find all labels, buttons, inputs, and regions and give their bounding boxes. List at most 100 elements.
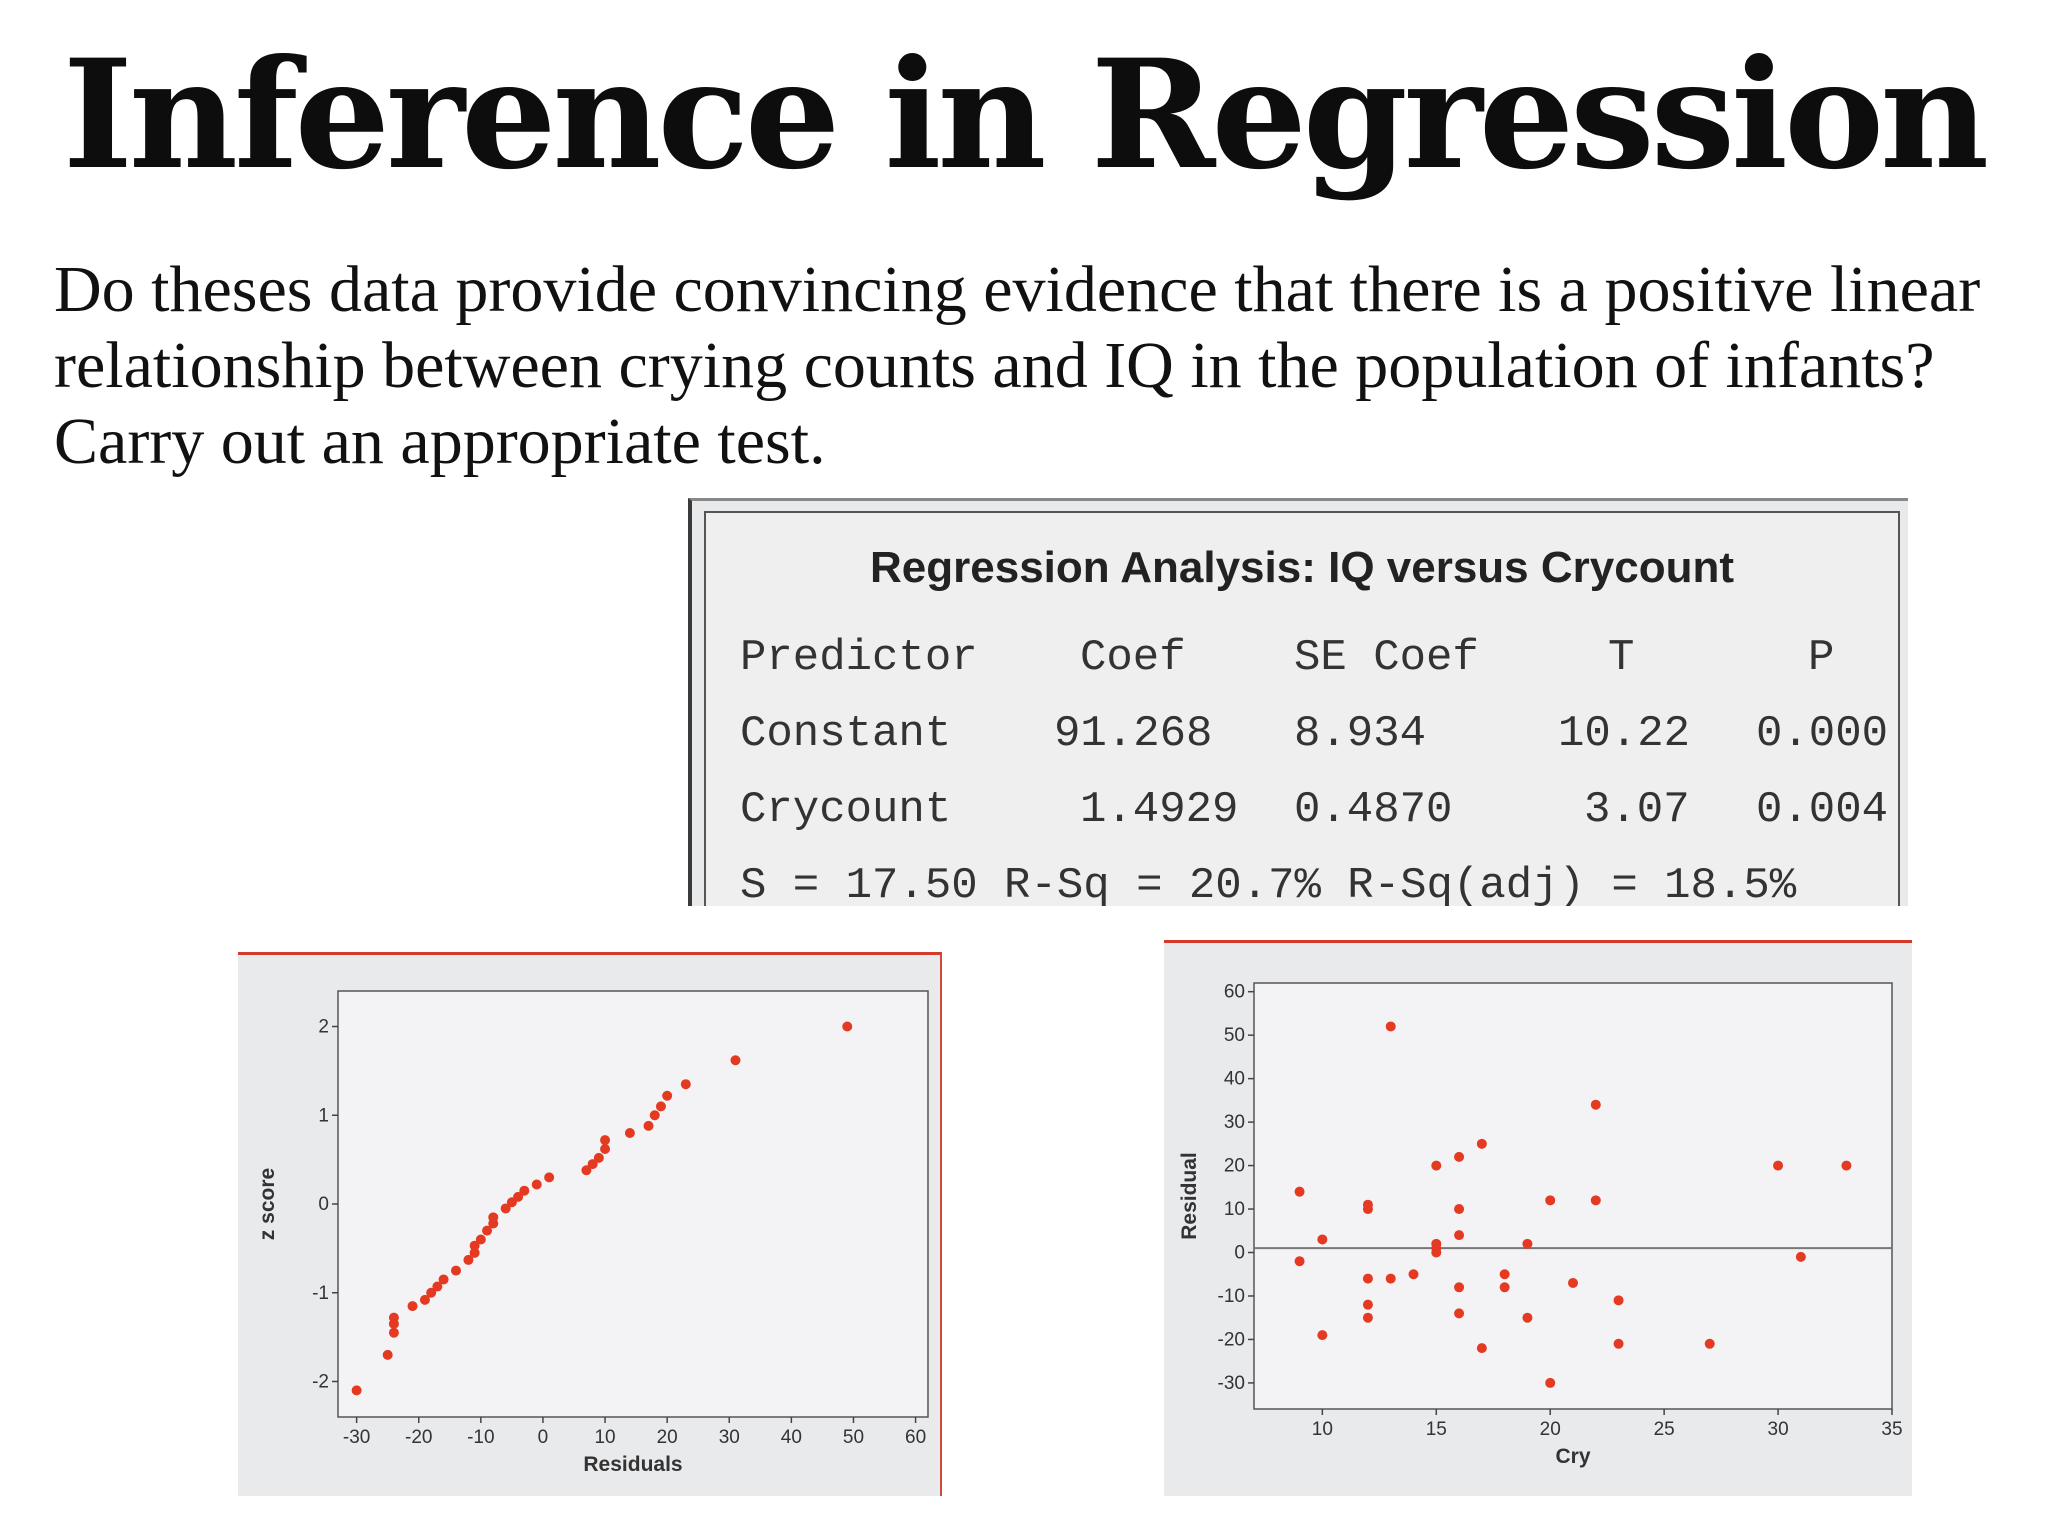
data-point [426,1287,437,1298]
x-tick-label: 0 [538,1427,549,1448]
data-point [1841,1160,1852,1171]
data-point [1317,1234,1328,1245]
y-tick-label: -30 [1218,1373,1245,1394]
data-point [1362,1273,1373,1284]
data-point [382,1349,393,1360]
x-tick-label: 30 [719,1427,740,1448]
data-point [581,1165,592,1176]
data-point [1431,1243,1442,1254]
y-tick-label: 2 [318,1017,329,1038]
data-point [1454,1308,1465,1319]
data-point [1454,1204,1465,1215]
data-point [1795,1251,1806,1262]
row-crycount-t: 3.07 [1584,785,1690,835]
data-point [649,1110,660,1121]
data-point [432,1281,443,1292]
data-point [842,1021,853,1032]
data-point [1362,1299,1373,1310]
data-point [544,1172,555,1183]
data-point [388,1327,399,1338]
data-point [1545,1195,1556,1206]
data-point [1431,1160,1442,1171]
data-point [469,1247,480,1258]
x-axis-label: Residuals [583,1453,682,1476]
data-point [488,1212,499,1223]
x-tick-label: 20 [1540,1419,1561,1440]
data-point [1590,1099,1601,1110]
data-point [1773,1160,1784,1171]
x-tick-label: 15 [1426,1419,1447,1440]
x-tick-label: -20 [405,1427,432,1448]
data-point [475,1234,486,1245]
x-tick-label: 35 [1881,1419,1902,1440]
x-tick-label: 30 [1768,1419,1789,1440]
row-crycount-coef: 1.4929 [1080,785,1239,835]
y-tick-label: 60 [1224,982,1245,1003]
row-crycount-predictor: Crycount [740,785,952,835]
data-point [600,1135,611,1146]
data-point [407,1301,418,1312]
data-point [519,1185,530,1196]
data-point [1294,1186,1305,1197]
data-point [1408,1269,1419,1280]
row-constant-se-coef: 8.934 [1294,709,1427,759]
data-point [680,1079,691,1090]
plot-frame [1253,982,1893,1410]
data-point [1522,1312,1533,1323]
x-axis-label: Cry [1555,1445,1590,1468]
row-crycount-se-coef: 0.4870 [1294,785,1453,835]
data-point [482,1225,493,1236]
data-point [1590,1195,1601,1206]
y-tick-label: -20 [1218,1329,1245,1350]
plot-frame [337,990,929,1418]
row-constant-p: 0.000 [1756,709,1889,759]
x-tick-label: -30 [343,1427,370,1448]
regression-title: Regression Analysis: IQ versus Crycount [870,543,1734,592]
data-point [419,1294,430,1305]
data-point [1362,1312,1373,1323]
regression-summary: S = 17.50 R-Sq = 20.7% R-Sq(adj) = 18.5% [740,861,1797,911]
data-point [587,1159,598,1170]
data-point [593,1152,604,1163]
data-point [1476,1138,1487,1149]
x-tick-label: -10 [467,1427,494,1448]
header-se-coef: SE Coef [1294,633,1479,683]
row-crycount-p: 0.004 [1756,785,1889,835]
x-tick-label: 25 [1654,1419,1675,1440]
residual-plot: 10 15 20 25 30 35 60 50 40 30 20 10 0 -10 -20 -30 Cry Res… [1164,940,1912,1496]
header-t: T [1608,633,1635,683]
data-point [1522,1238,1533,1249]
y-tick-label: -1 [312,1283,329,1304]
row-constant-predictor: Constant [740,709,952,759]
x-tick-label: 10 [594,1427,615,1448]
x-tick-label: 20 [657,1427,678,1448]
data-point [351,1385,362,1396]
regression-output-frame: Regression Analysis: IQ versus Crycount … [704,511,1900,911]
x-tick-label: 60 [905,1427,926,1448]
question-text: Do theses data provide convincing eviden… [54,253,1981,478]
data-point [500,1203,511,1214]
data-point [513,1191,524,1202]
y-tick-label: 50 [1224,1025,1245,1046]
data-point [662,1090,673,1101]
header-coef: Coef [1080,633,1186,683]
data-point [1613,1338,1624,1349]
data-point [388,1312,399,1323]
data-point [1317,1330,1328,1341]
data-point [1476,1343,1487,1354]
data-point [1385,1273,1396,1284]
data-point [451,1265,461,1276]
row-constant-t: 10.22 [1558,709,1691,759]
header-predictor: Predictor [740,633,978,683]
residual-plot-svg: 10 15 20 25 30 35 60 50 40 30 20 10 0 -10 -20 -30 Cry Res… [1178,982,1903,1468]
data-point [624,1128,635,1138]
y-tick-label: 20 [1224,1156,1245,1177]
data-point [1499,1282,1510,1293]
y-axis-label: z score [256,1168,279,1240]
data-point [1454,1282,1465,1293]
x-tick-label: 10 [1312,1419,1333,1440]
data-point [1613,1295,1624,1306]
data-point [1499,1269,1510,1280]
data-point [1454,1230,1465,1241]
y-tick-label: 1 [318,1105,329,1126]
